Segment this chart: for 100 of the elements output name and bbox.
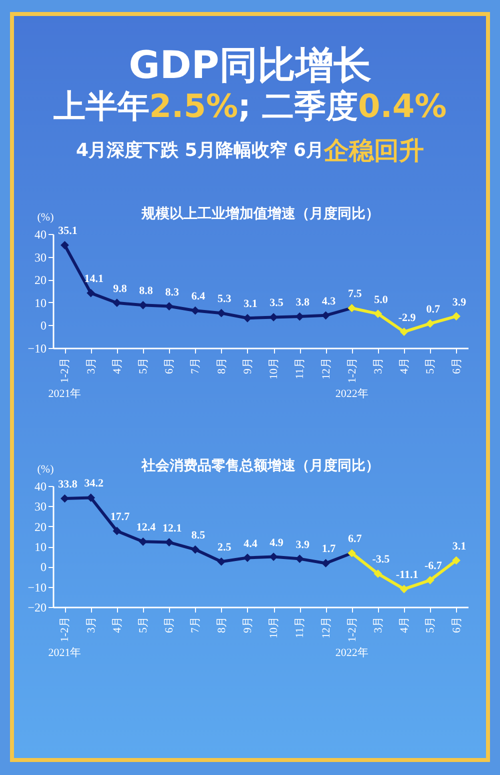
text: 2022年 [335,388,368,400]
data-label: 12.1 [162,522,182,534]
x-tick-label: 8月 [216,616,228,633]
point [400,328,408,336]
y-tick-label: 10 [34,540,46,554]
y-tick-label: 40 [34,228,46,242]
text: 4月深度下跌 5月降幅收窄 6月 [76,140,324,161]
text: 2022年 [335,647,368,659]
x-tick-label: 1-2月 [59,358,72,384]
x-tick-label: 12月 [320,358,332,380]
x-tick-label: 11月 [294,616,306,638]
data-label: 0.7 [426,304,441,316]
x-tick-label: 6月 [450,358,463,374]
data-label: 3.1 [452,540,466,552]
y-axis-title: (%) [37,212,54,224]
x-tick-label: 12月 [320,616,332,638]
data-label: 4.9 [270,536,284,549]
point [191,545,200,554]
y-tick-label: 20 [34,273,46,288]
y-tick-label: 40 [34,480,46,494]
x-tick-label: 3月 [85,616,98,633]
data-label: 6.7 [348,533,362,546]
text: 2021年 [48,647,82,659]
data-label: 34.2 [84,478,104,490]
point [217,308,226,318]
data-label: 6.4 [191,290,206,303]
x-tick-label: 9月 [242,616,254,633]
x-tick-label: 1-2月 [346,616,358,642]
x-tick-label: 1-2月 [59,616,72,642]
point [60,494,69,503]
x-tick-label: 6月 [450,616,463,633]
data-label: -3.5 [372,554,390,566]
x-tick-label: 3月 [372,358,384,374]
y-tick-label: 0 [40,560,46,574]
y-tick-label: 0 [40,318,46,333]
x-tick-label: 4月 [111,616,124,633]
data-label: 3.1 [244,298,258,310]
point [426,576,434,584]
chart-title: 规模以上工业增加值增速（月度同比） [140,205,380,222]
point [452,556,460,565]
data-label: 3.5 [270,297,284,310]
x-tick-label: 10月 [268,616,280,638]
data-label: -2.9 [398,312,416,324]
x-tick-label: 7月 [190,358,202,374]
x-tick-label: 3月 [372,616,384,633]
x-tick-label: 4月 [111,358,124,374]
text: 上半年2.5%; 二季度0.4% [52,87,448,125]
text: 企稳回升 [324,136,424,165]
x-tick-label: 1-2月 [346,358,358,384]
point [426,319,434,328]
data-label: 4.3 [322,295,336,308]
x-tick-label: 4月 [398,358,411,374]
y-tick-label: −10 [28,580,46,594]
data-label: 9.8 [113,282,128,295]
text: 2021年 [48,388,82,400]
point [60,240,69,250]
point [322,559,330,568]
point [374,310,382,318]
x-tick-label: 5月 [138,358,150,374]
data-label: 3.9 [296,538,310,551]
data-label: 7.5 [348,288,362,300]
point [112,298,122,308]
chart-title: 社会消费品零售总额增速（月度同比） [140,457,380,474]
y-tick-label: 20 [34,520,46,534]
x-tick-label: 5月 [138,616,150,633]
data-label: 17.7 [110,510,130,523]
data-label: 8.5 [191,530,206,542]
data-label: 1.7 [322,543,336,556]
data-label: 3.8 [296,296,310,309]
x-tick-label: 10月 [268,358,280,380]
data-label: 3.9 [452,296,467,308]
y-tick-label: 30 [34,500,46,514]
x-tick-label: 6月 [164,358,176,374]
text: GDP同比增长 [128,43,372,87]
y-axis-title: (%) [37,464,54,476]
x-tick-label: 4月 [398,616,411,633]
y-tick-label: 10 [34,296,46,310]
point [112,526,122,536]
data-label: -6.7 [424,560,442,572]
data-label: 33.8 [58,478,78,491]
data-label: 5.3 [217,293,232,306]
x-tick-label: 11月 [294,358,306,380]
point [374,570,382,578]
data-label: 12.4 [136,522,156,534]
y-tick-label: −20 [28,600,46,614]
data-label: 35.1 [58,225,78,238]
x-tick-label: 5月 [424,358,437,374]
point [452,312,460,320]
x-tick-label: 9月 [242,358,254,374]
data-label: 8.3 [165,286,180,298]
x-tick-label: 7月 [190,616,202,633]
y-tick-label: 30 [34,250,46,264]
x-tick-label: 3月 [85,358,98,374]
data-label: 14.1 [84,273,104,286]
data-label: -11.1 [396,569,418,582]
data-label: 2.5 [217,542,232,554]
data-label: 4.4 [244,538,258,550]
x-tick-label: 8月 [216,358,228,374]
x-tick-label: 6月 [164,616,176,633]
x-tick-label: 5月 [424,616,437,633]
